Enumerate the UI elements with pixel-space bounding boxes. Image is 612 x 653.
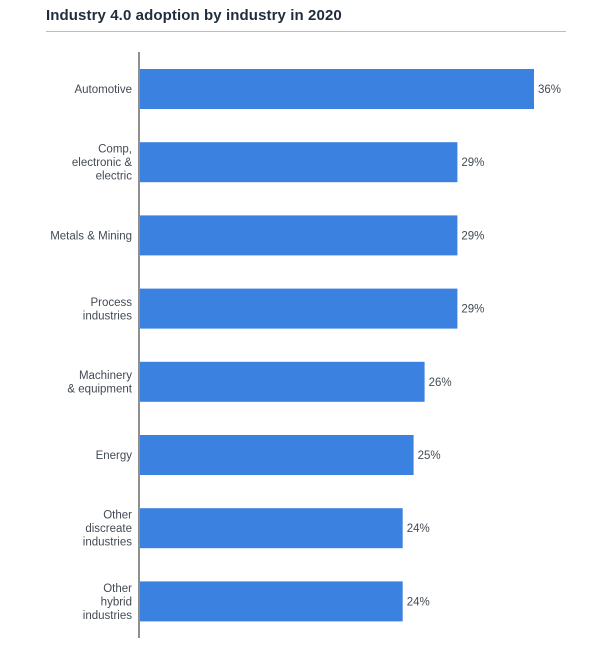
category-labels-group: Automotive Comp, electronic & electric Metal…: [50, 84, 133, 622]
value-label-2: 29%: [461, 230, 484, 242]
value-labels-group: 36% 29% 29% 29% 26% 25% 24% 24%: [407, 84, 561, 608]
bar-0: [140, 69, 534, 109]
bar-2: [140, 215, 458, 256]
category-label-2: Metals & Mining: [50, 230, 132, 242]
value-label-3: 29%: [461, 304, 484, 316]
bar-6: [140, 508, 403, 549]
value-label-4: 26%: [429, 377, 452, 389]
category-label-4: Machinery & equipment: [67, 370, 132, 396]
bar-4: [140, 361, 425, 402]
category-label-5: Energy: [96, 450, 133, 462]
value-label-7: 24%: [407, 596, 430, 608]
bar-7: [140, 581, 403, 622]
category-label-7: Other hybrid industries: [83, 583, 132, 622]
category-label-6: Other discreate industries: [83, 510, 132, 549]
category-label-0: Automotive: [74, 84, 132, 96]
category-label-3: Process industries: [83, 297, 132, 323]
value-label-1: 29%: [461, 157, 484, 169]
value-label-0: 36%: [538, 84, 561, 96]
bar-5: [140, 435, 414, 475]
bar-1: [140, 142, 458, 183]
bar-3: [140, 288, 458, 329]
title-divider: [46, 31, 566, 32]
value-label-5: 25%: [418, 450, 441, 462]
bars-group: [140, 69, 534, 622]
category-label-1: Comp, electronic & electric: [72, 144, 132, 183]
value-label-6: 24%: [407, 523, 430, 535]
chart-title: Industry 4.0 adoption by industry in 202…: [46, 7, 342, 24]
